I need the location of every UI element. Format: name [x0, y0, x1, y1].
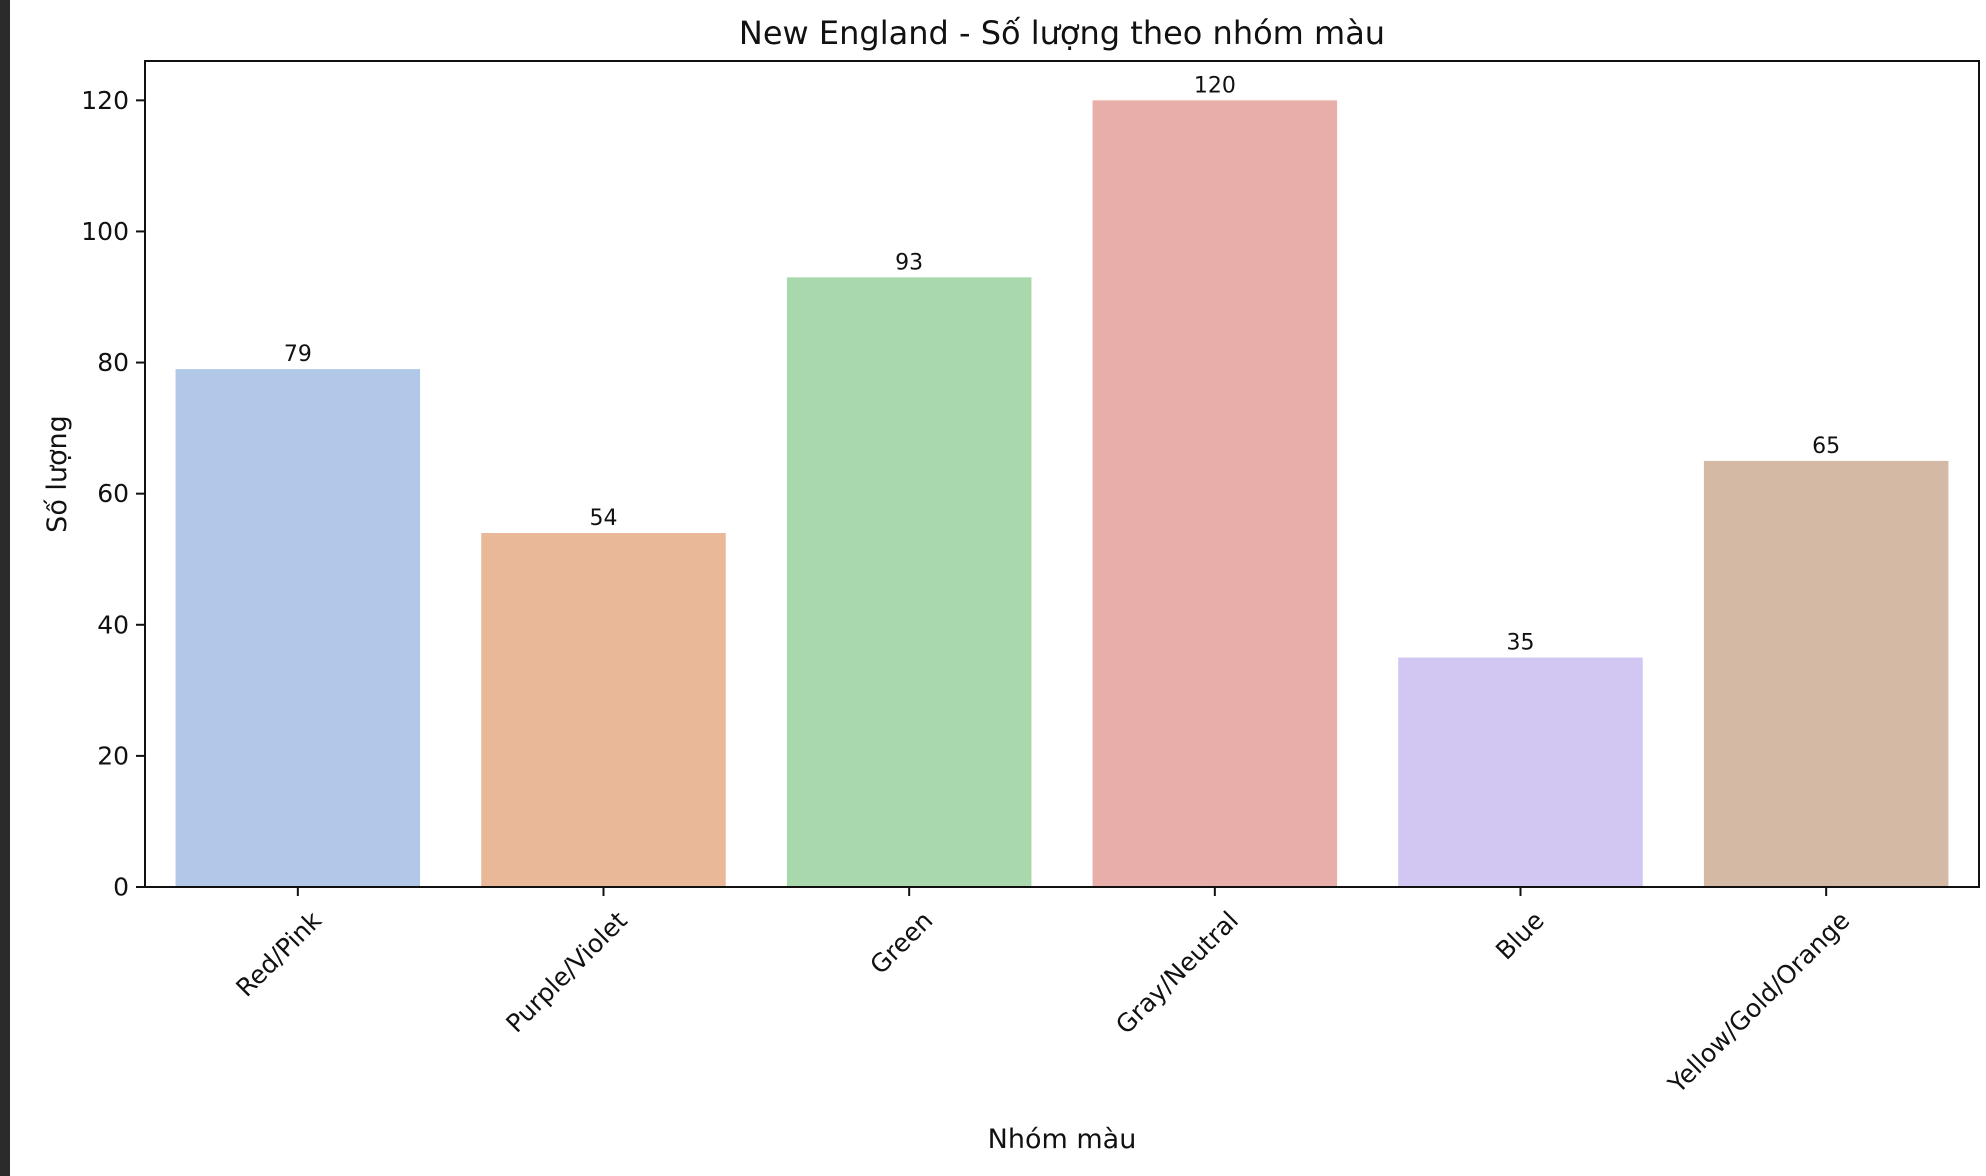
- bar-3: [1092, 100, 1338, 888]
- bar-0: [175, 369, 421, 888]
- x-tick-label-0: Red/Pink: [230, 905, 327, 1002]
- y-axis-label: Số lượng: [42, 415, 73, 533]
- y-tick-label-4: 80: [97, 348, 129, 377]
- bar-1: [481, 533, 726, 887]
- x-tick-label-5: Yellow/Gold/Orange: [1662, 906, 1856, 1100]
- data-label-4: 35: [1507, 631, 1535, 656]
- plot-frame: [144, 60, 1980, 888]
- y-tick-label-3: 60: [97, 479, 129, 508]
- data-label-0: 79: [284, 342, 312, 367]
- chart-figure: 79 54 93 120 35 65 0 20 40 60 80 100 120 Red/Pink Pu…: [10, 0, 1986, 1176]
- y-tick-label-2: 40: [97, 610, 129, 639]
- x-tick-label-3: Gray/Neutral: [1110, 906, 1244, 1040]
- chart-title: New England - Số lượng theo nhóm màu: [739, 14, 1385, 52]
- y-ticks-group: 0 20 40 60 80 100 120: [81, 86, 145, 902]
- data-label-5: 65: [1812, 434, 1840, 459]
- x-tick-label-2: Green: [864, 906, 938, 980]
- y-tick-label-0: 0: [113, 873, 129, 902]
- bar-chart: 79 54 93 120 35 65 0 20 40 60 80 100 120 Red/Pink Pu…: [42, 14, 1980, 1155]
- bar-5: [1703, 460, 1949, 887]
- bars-group: [175, 100, 1949, 888]
- x-tick-label-1: Purple/Violet: [500, 906, 633, 1039]
- data-label-2: 93: [895, 250, 923, 275]
- data-label-3: 120: [1194, 73, 1236, 98]
- x-ticks-group: Red/Pink Purple/Violet Green Gray/Neutral Bl…: [230, 887, 1855, 1099]
- data-labels-group: 79 54 93 120 35 65: [284, 73, 1840, 655]
- bar-2: [786, 277, 1032, 887]
- bar-4: [1398, 657, 1643, 887]
- x-tick-label-4: Blue: [1490, 906, 1550, 966]
- data-label-1: 54: [590, 506, 618, 531]
- y-tick-label-6: 120: [81, 86, 129, 115]
- y-tick-label-1: 20: [97, 741, 129, 770]
- y-tick-label-5: 100: [81, 217, 129, 246]
- x-axis-label: Nhóm màu: [988, 1124, 1137, 1155]
